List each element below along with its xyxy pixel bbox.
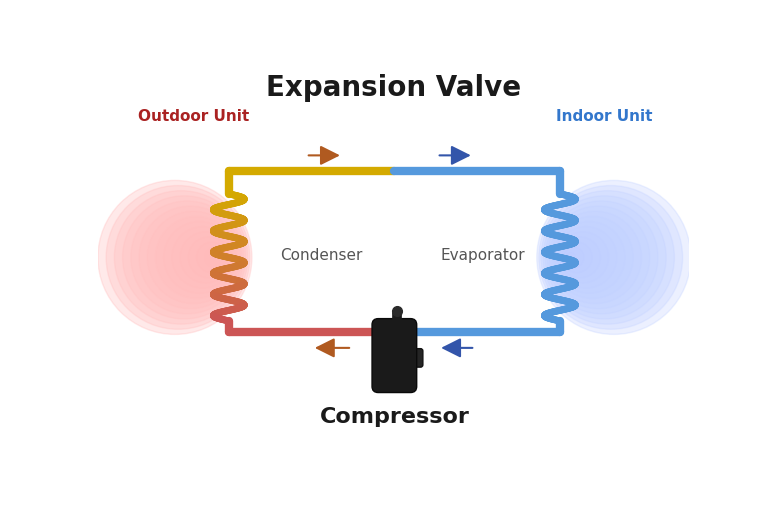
Ellipse shape <box>545 201 658 314</box>
Ellipse shape <box>164 222 236 293</box>
Text: Evaporator: Evaporator <box>441 248 525 263</box>
Ellipse shape <box>139 206 242 309</box>
Ellipse shape <box>549 211 641 304</box>
Text: Condenser: Condenser <box>280 248 362 263</box>
Ellipse shape <box>131 201 243 314</box>
FancyBboxPatch shape <box>372 318 417 393</box>
Ellipse shape <box>537 180 691 334</box>
Ellipse shape <box>558 232 609 283</box>
Ellipse shape <box>114 190 248 324</box>
Text: Compressor: Compressor <box>319 407 469 427</box>
Text: Outdoor Unit: Outdoor Unit <box>138 110 249 124</box>
Ellipse shape <box>539 185 683 329</box>
Ellipse shape <box>551 217 634 298</box>
FancyBboxPatch shape <box>407 349 423 367</box>
Ellipse shape <box>106 185 250 329</box>
Ellipse shape <box>547 206 650 309</box>
Ellipse shape <box>147 211 240 304</box>
Ellipse shape <box>123 196 246 319</box>
Text: Indoor Unit: Indoor Unit <box>556 110 652 124</box>
Text: Expansion Valve: Expansion Valve <box>266 74 521 101</box>
Ellipse shape <box>180 232 231 283</box>
Ellipse shape <box>541 190 674 324</box>
Ellipse shape <box>155 217 237 298</box>
Ellipse shape <box>98 180 252 334</box>
Ellipse shape <box>555 227 617 288</box>
Ellipse shape <box>172 227 233 288</box>
Ellipse shape <box>543 196 666 319</box>
Ellipse shape <box>553 222 625 293</box>
